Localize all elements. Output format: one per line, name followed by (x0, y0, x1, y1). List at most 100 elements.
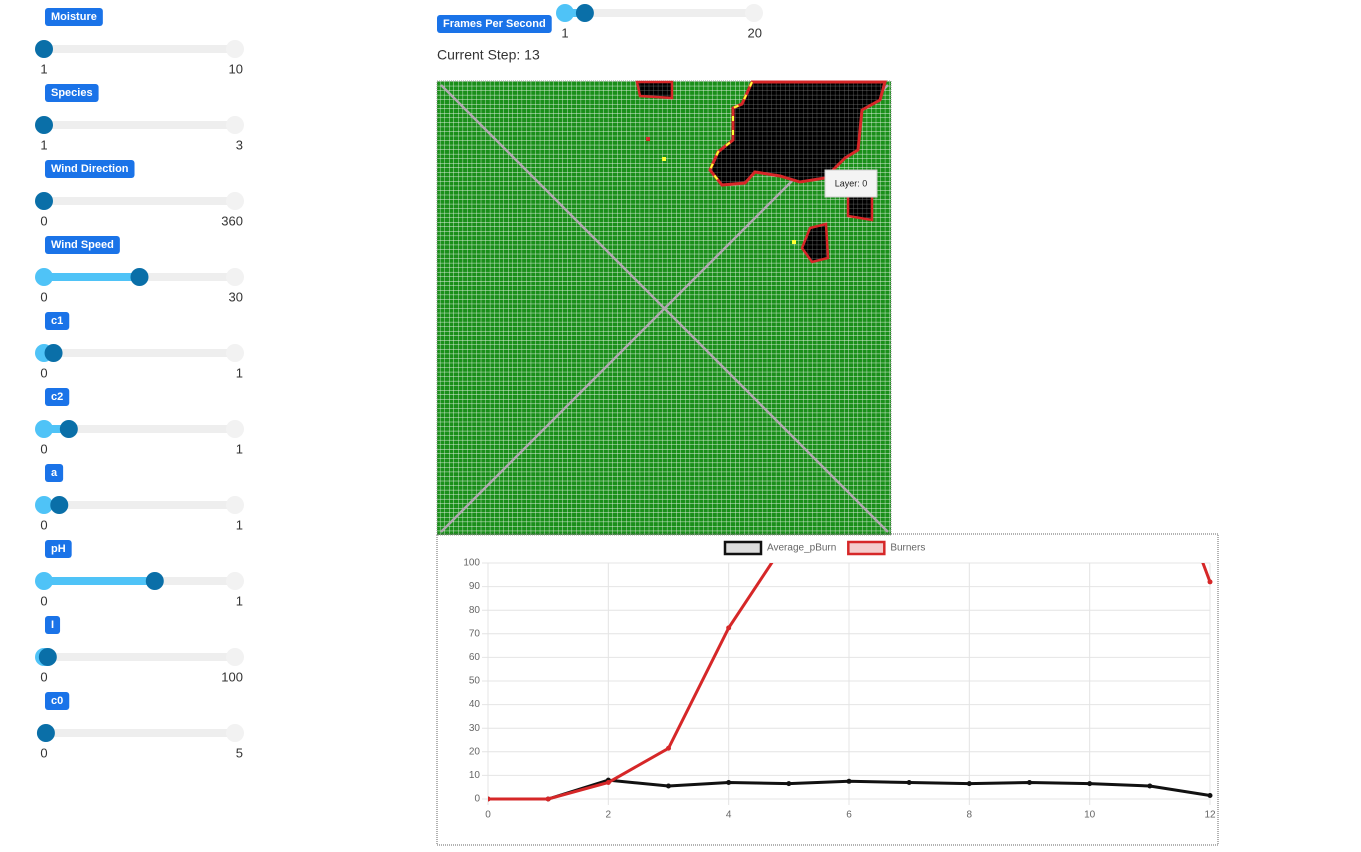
slider-handle[interactable] (575, 4, 594, 22)
y-tick-label: 100 (463, 558, 480, 569)
series-point (966, 781, 972, 787)
slider-end (226, 344, 244, 362)
slider-handle[interactable] (35, 192, 53, 210)
series-point (488, 796, 491, 802)
slider-label: pH (51, 543, 66, 555)
slider-max: 30 (229, 289, 243, 304)
slider-track (44, 501, 235, 509)
slider-track (44, 197, 235, 205)
slider-max: 5 (236, 745, 243, 760)
slider-track (44, 45, 235, 53)
slider-min: 1 (40, 137, 47, 152)
legend-swatch (847, 540, 886, 556)
slider-min: 0 (40, 213, 47, 228)
slider-end (226, 192, 244, 210)
tooltip-text: Layer: 0 (835, 178, 868, 188)
slider-label: Frames Per Second (443, 18, 546, 30)
slider-track (44, 349, 235, 357)
slider-track (44, 653, 235, 661)
y-tick-label: 90 (469, 581, 481, 592)
series-point (1207, 792, 1213, 798)
slider-end (226, 496, 244, 514)
x-tick-label: 12 (1204, 810, 1216, 821)
legend-label: Burners (890, 543, 925, 554)
slider-handle[interactable] (38, 648, 57, 666)
slider-label: Moisture (51, 11, 97, 23)
current-step: Current Step: 13 (437, 47, 540, 63)
series-point (1147, 419, 1152, 424)
slider-badge (437, 15, 552, 33)
series-point (726, 625, 732, 631)
slider-handle[interactable] (35, 40, 53, 58)
slider-badge (45, 312, 70, 330)
slider-badge (45, 236, 120, 254)
y-tick-label: 50 (469, 676, 481, 687)
slider-end (226, 116, 244, 134)
series-point (1147, 783, 1153, 789)
plot-area (488, 372, 1213, 802)
y-tick-label: 30 (469, 723, 481, 734)
slider-track (44, 425, 235, 433)
slider-min: 0 (40, 517, 47, 532)
series-point (1207, 579, 1213, 585)
chart: 0 10 20 30 40 50 60 70 80 90 100 0 2 4 6 8 10 12 Average_p… (463, 372, 1216, 821)
slider-fill (44, 425, 69, 433)
slider-badge (45, 464, 64, 482)
series-point (545, 796, 551, 802)
slider-track (44, 729, 235, 737)
slider-start (35, 496, 53, 514)
x-tick-label: 8 (967, 810, 973, 821)
slider-label: Species (51, 87, 93, 99)
slider-badge (45, 540, 72, 558)
slider-handle[interactable] (130, 268, 149, 286)
slider-min: 0 (40, 593, 47, 608)
slider-fill (565, 9, 585, 17)
slider-badge (45, 692, 70, 710)
slider-handle[interactable] (50, 496, 69, 514)
slider-max: 100 (221, 669, 243, 684)
series-point (666, 745, 671, 751)
series-point (846, 778, 852, 784)
slider-start (35, 268, 53, 286)
tooltip (824, 169, 878, 198)
slider-handle[interactable] (59, 420, 78, 438)
series-point (786, 781, 792, 787)
legend-swatch (723, 540, 763, 556)
slider-max: 1 (236, 441, 243, 456)
slider-handle[interactable] (36, 724, 55, 742)
slider-max: 10 (229, 61, 243, 76)
slider-fill (44, 273, 140, 281)
slider-handle[interactable] (35, 116, 53, 134)
slider-max: 3 (236, 137, 243, 152)
series-point (1027, 779, 1032, 785)
series-point (605, 779, 611, 785)
slider-label: I (51, 619, 54, 631)
series-point (1027, 384, 1032, 389)
slider-handle[interactable] (145, 572, 164, 590)
slider-end (226, 648, 244, 666)
slider-label: a (51, 467, 58, 479)
slider-start (35, 572, 53, 590)
series-point (726, 779, 732, 785)
slider-label: c2 (51, 391, 63, 403)
chart-frame (436, 533, 1219, 846)
slider-end (226, 572, 244, 590)
x-tick-label: 10 (1084, 810, 1096, 821)
slider-max: 1 (236, 365, 243, 380)
slider-min: 0 (40, 289, 47, 304)
slider-handle[interactable] (44, 344, 63, 362)
x-tick-label: 4 (726, 810, 732, 821)
series-point (1087, 395, 1092, 400)
slider-badge (45, 616, 61, 634)
slider-min: 1 (40, 61, 47, 76)
slider-label: c1 (51, 315, 63, 327)
series-point (967, 372, 972, 377)
slider-track (44, 121, 235, 129)
x-tick-label: 0 (485, 810, 491, 821)
slider-badge (45, 160, 135, 178)
slider-end (745, 4, 763, 22)
slider-min: 0 (40, 365, 47, 380)
slider-badge (45, 388, 70, 406)
slider-fill (44, 577, 155, 585)
